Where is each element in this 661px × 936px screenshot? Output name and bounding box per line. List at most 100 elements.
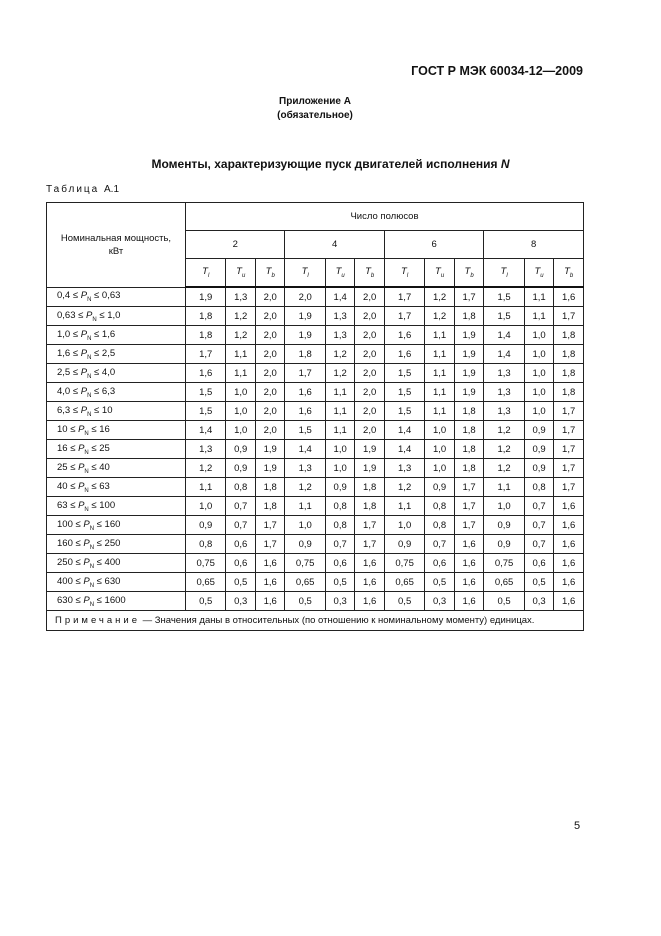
range-subscript: N [87, 373, 92, 380]
value-cell: 0,9 [284, 534, 326, 554]
power-range: 10 ≤ PN ≤ 16 [46, 420, 186, 440]
table-row: 160 ≤ PN ≤ 250 0,8 0,6 1,7 0,9 0,7 1,7 0,9 0,7 1,… [46, 534, 584, 554]
torque-subscript: l [406, 272, 409, 279]
value-cell: 1,0 [225, 401, 256, 421]
value-cell: 1,1 [523, 286, 555, 307]
power-range: 16 ≤ PN ≤ 25 [46, 439, 186, 459]
range-symbol: P [83, 575, 90, 587]
power-range: 25 ≤ PN ≤ 40 [46, 458, 186, 478]
torque-subscript: b [470, 272, 474, 279]
table-row: 630 ≤ PN ≤ 1600 0,5 0,3 1,6 0,5 0,3 1,6 0,5 0,3 1… [46, 591, 584, 611]
annex-title-block: Приложение А (обязательное) [0, 95, 630, 123]
power-range: 250 ≤ PN ≤ 400 [46, 553, 186, 573]
power-range: 100 ≤ PN ≤ 160 [46, 515, 186, 535]
range-max: 250 [104, 537, 121, 549]
value-cell: 1,6 [553, 572, 584, 592]
value-cell: 2,0 [254, 306, 286, 326]
range-subscript: N [87, 297, 92, 304]
range-min: 6,3 [57, 404, 71, 416]
value-cell: 1,6 [383, 325, 426, 345]
value-cell: 0,65 [184, 572, 227, 592]
range-symbol: P [80, 290, 88, 302]
value-cell: 2,0 [254, 344, 286, 364]
value-cell: 1,8 [453, 439, 485, 459]
value-cell: 1,6 [553, 496, 584, 516]
torque-subscript: u [440, 272, 445, 279]
power-range: 1,0 ≤ PN ≤ 1,6 [46, 325, 186, 345]
value-cell: 2,0 [354, 286, 385, 307]
value-cell: 1,7 [553, 477, 584, 497]
range-subscript: N [87, 354, 92, 361]
value-cell: 1,9 [354, 439, 385, 459]
range-subscript: N [87, 335, 92, 342]
value-cell: 0,7 [523, 496, 555, 516]
range-min: 400 [57, 575, 73, 587]
value-cell: 1,9 [453, 382, 485, 402]
value-cell: 0,8 [523, 477, 555, 497]
value-cell: 0,5 [483, 591, 525, 611]
value-cell: 1,6 [553, 515, 584, 535]
value-cell: 1,0 [483, 496, 525, 516]
range-min: 25 [57, 461, 68, 473]
value-cell: 1,1 [184, 477, 227, 497]
range-subscript: N [84, 506, 89, 513]
heading-text: Моменты, характеризующие пуск двигателей… [151, 157, 501, 171]
value-cell: 1,4 [184, 420, 227, 440]
value-cell: 1,0 [284, 515, 326, 535]
torque-subscript: l [307, 272, 309, 279]
value-cell: 0,75 [184, 553, 227, 573]
value-cell: 1,7 [453, 515, 485, 535]
value-cell: 0,6 [424, 553, 455, 573]
torque-column-header: Tb [254, 258, 286, 288]
value-cell: 1,0 [523, 344, 555, 364]
value-cell: 1,7 [453, 286, 485, 307]
note-row: Примечание — Значения даны в относительн… [46, 610, 584, 631]
value-cell: 0,7 [225, 515, 256, 535]
value-cell: 1,7 [254, 534, 286, 554]
poles-count: 2 [184, 230, 286, 259]
table-row: 6,3 ≤ PN ≤ 10 1,5 1,0 2,0 1,6 1,1 2,0 1,5 1,1 1,8… [46, 401, 584, 421]
range-max: 6,3 [101, 385, 116, 397]
value-cell: 1,6 [354, 553, 385, 573]
value-cell: 1,2 [383, 477, 426, 497]
value-cell: 1,7 [184, 344, 227, 364]
range-subscript: N [84, 449, 89, 456]
range-symbol: P [80, 385, 88, 397]
header-row: Номинальная мощность, кВт Число полюсов [46, 202, 584, 288]
value-cell: 1,8 [453, 458, 485, 478]
section-heading: Моменты, характеризующие пуск двигателей… [0, 157, 661, 171]
range-symbol: P [83, 594, 90, 606]
value-cell: 1,6 [553, 591, 584, 611]
table-row: 16 ≤ PN ≤ 25 1,3 0,9 1,9 1,4 1,0 1,9 1,4 1,0 1,8 1… [46, 439, 584, 459]
value-cell: 1,0 [324, 458, 356, 478]
value-cell: 1,5 [284, 420, 326, 440]
value-cell: 1,8 [453, 401, 485, 421]
value-cell: 2,0 [354, 344, 385, 364]
range-max: 2,5 [101, 347, 116, 359]
value-cell: 0,3 [324, 591, 356, 611]
range-max: 16 [99, 423, 110, 435]
range-max: 4,0 [101, 366, 116, 378]
table-row: 25 ≤ PN ≤ 40 1,2 0,9 1,9 1,3 1,0 1,9 1,3 1,0 1,8 1… [46, 458, 584, 478]
torque-symbol: T [564, 266, 570, 278]
value-cell: 1,7 [383, 286, 426, 307]
range-subscript: N [89, 563, 95, 570]
value-cell: 0,65 [284, 572, 326, 592]
value-cell: 0,8 [324, 496, 356, 516]
value-cell: 1,3 [483, 401, 525, 421]
range-symbol: P [86, 309, 93, 321]
value-cell: 1,1 [424, 401, 455, 421]
value-cell: 1,5 [383, 363, 426, 383]
value-cell: 1,1 [424, 382, 455, 402]
value-cell: 1,9 [254, 439, 286, 459]
starting-torque-table: Номинальная мощность, кВт Число полюсов 2 4… [46, 202, 584, 631]
value-cell: 1,0 [225, 382, 256, 402]
value-cell: 1,7 [453, 477, 485, 497]
torque-column-header: Tu [523, 258, 555, 288]
value-cell: 1,6 [453, 591, 485, 611]
value-cell: 1,1 [523, 306, 555, 326]
range-max: 40 [99, 461, 110, 473]
value-cell: 1,0 [184, 496, 227, 516]
table-row: 2,5 ≤ PN ≤ 4,0 1,6 1,1 2,0 1,7 1,2 2,0 1,5 1,1 1,… [46, 363, 584, 383]
value-cell: 1,5 [383, 401, 426, 421]
